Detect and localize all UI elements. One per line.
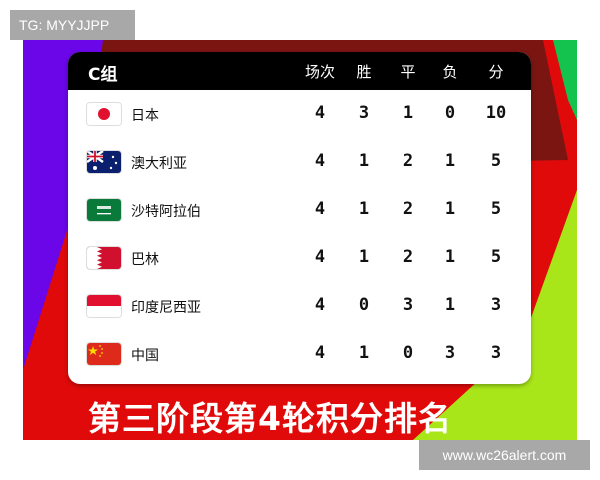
watermark-top: TG: MYYJJPP — [10, 10, 135, 40]
australia-flag-icon — [87, 151, 121, 173]
table-row: 中国 4 1 0 3 3 — [68, 330, 531, 378]
cell-drawn: 3 — [402, 295, 414, 315]
cell-lost: 1 — [444, 199, 456, 219]
bahrain-flag-icon — [87, 247, 121, 269]
team-name: 印度尼西亚 — [131, 300, 201, 316]
table-row: 日本 4 3 1 0 10 — [68, 90, 531, 138]
cell-played: 4 — [314, 151, 326, 171]
header-played: 场次 — [304, 63, 335, 81]
indonesia-flag-icon — [87, 295, 121, 317]
team-name: 巴林 — [131, 252, 159, 268]
cell-lost: 1 — [444, 295, 456, 315]
cell-drawn: 2 — [402, 247, 414, 267]
cell-won: 1 — [358, 247, 370, 267]
standings-table: C组 场次 胜 平 负 分 日本 4 3 1 0 10 澳大利亚 4 1 2 1 5 沙特阿拉伯 4 1 2 1… — [68, 52, 531, 384]
header-drawn: 平 — [400, 63, 416, 81]
china-flag-icon — [87, 343, 121, 365]
cell-points: 5 — [490, 199, 502, 219]
cell-drawn: 2 — [402, 199, 414, 219]
table-row: 印度尼西亚 4 0 3 1 3 — [68, 282, 531, 330]
cell-played: 4 — [314, 295, 326, 315]
team-name: 澳大利亚 — [131, 156, 187, 172]
cell-drawn: 0 — [402, 343, 414, 363]
table-row: 澳大利亚 4 1 2 1 5 — [68, 138, 531, 186]
header-points: 分 — [488, 63, 504, 81]
cell-drawn: 1 — [402, 103, 414, 123]
cell-played: 4 — [314, 247, 326, 267]
cell-played: 4 — [314, 103, 326, 123]
team-name: 中国 — [131, 348, 159, 364]
cell-points: 10 — [485, 103, 507, 123]
standings-poster: C组 场次 胜 平 负 分 日本 4 3 1 0 10 澳大利亚 4 1 2 1 5 沙特阿拉伯 4 1 2 1… — [23, 40, 577, 440]
japan-flag-icon — [87, 103, 121, 125]
cell-played: 4 — [314, 199, 326, 219]
cell-won: 0 — [358, 295, 370, 315]
group-label: C组 — [88, 65, 118, 85]
cell-points: 3 — [490, 343, 502, 363]
caption: 第三阶段第4轮积分排名 — [88, 399, 452, 438]
table-row: 沙特阿拉伯 4 1 2 1 5 — [68, 186, 531, 234]
table-row: 巴林 4 1 2 1 5 — [68, 234, 531, 282]
team-name: 日本 — [131, 108, 159, 124]
cell-points: 3 — [490, 295, 502, 315]
header-lost: 负 — [442, 63, 458, 81]
cell-won: 3 — [358, 103, 370, 123]
saudi-arabia-flag-icon — [87, 199, 121, 221]
cell-won: 1 — [358, 151, 370, 171]
cell-lost: 1 — [444, 151, 456, 171]
cell-lost: 1 — [444, 247, 456, 267]
cell-lost: 3 — [444, 343, 456, 363]
cell-drawn: 2 — [402, 151, 414, 171]
cell-points: 5 — [490, 151, 502, 171]
watermark-bottom: www.wc26alert.com — [419, 440, 590, 470]
header-won: 胜 — [356, 63, 372, 81]
cell-won: 1 — [358, 343, 370, 363]
cell-played: 4 — [314, 343, 326, 363]
cell-points: 5 — [490, 247, 502, 267]
team-name: 沙特阿拉伯 — [131, 204, 201, 220]
cell-lost: 0 — [444, 103, 456, 123]
table-header: C组 场次 胜 平 负 分 — [68, 52, 531, 90]
cell-won: 1 — [358, 199, 370, 219]
